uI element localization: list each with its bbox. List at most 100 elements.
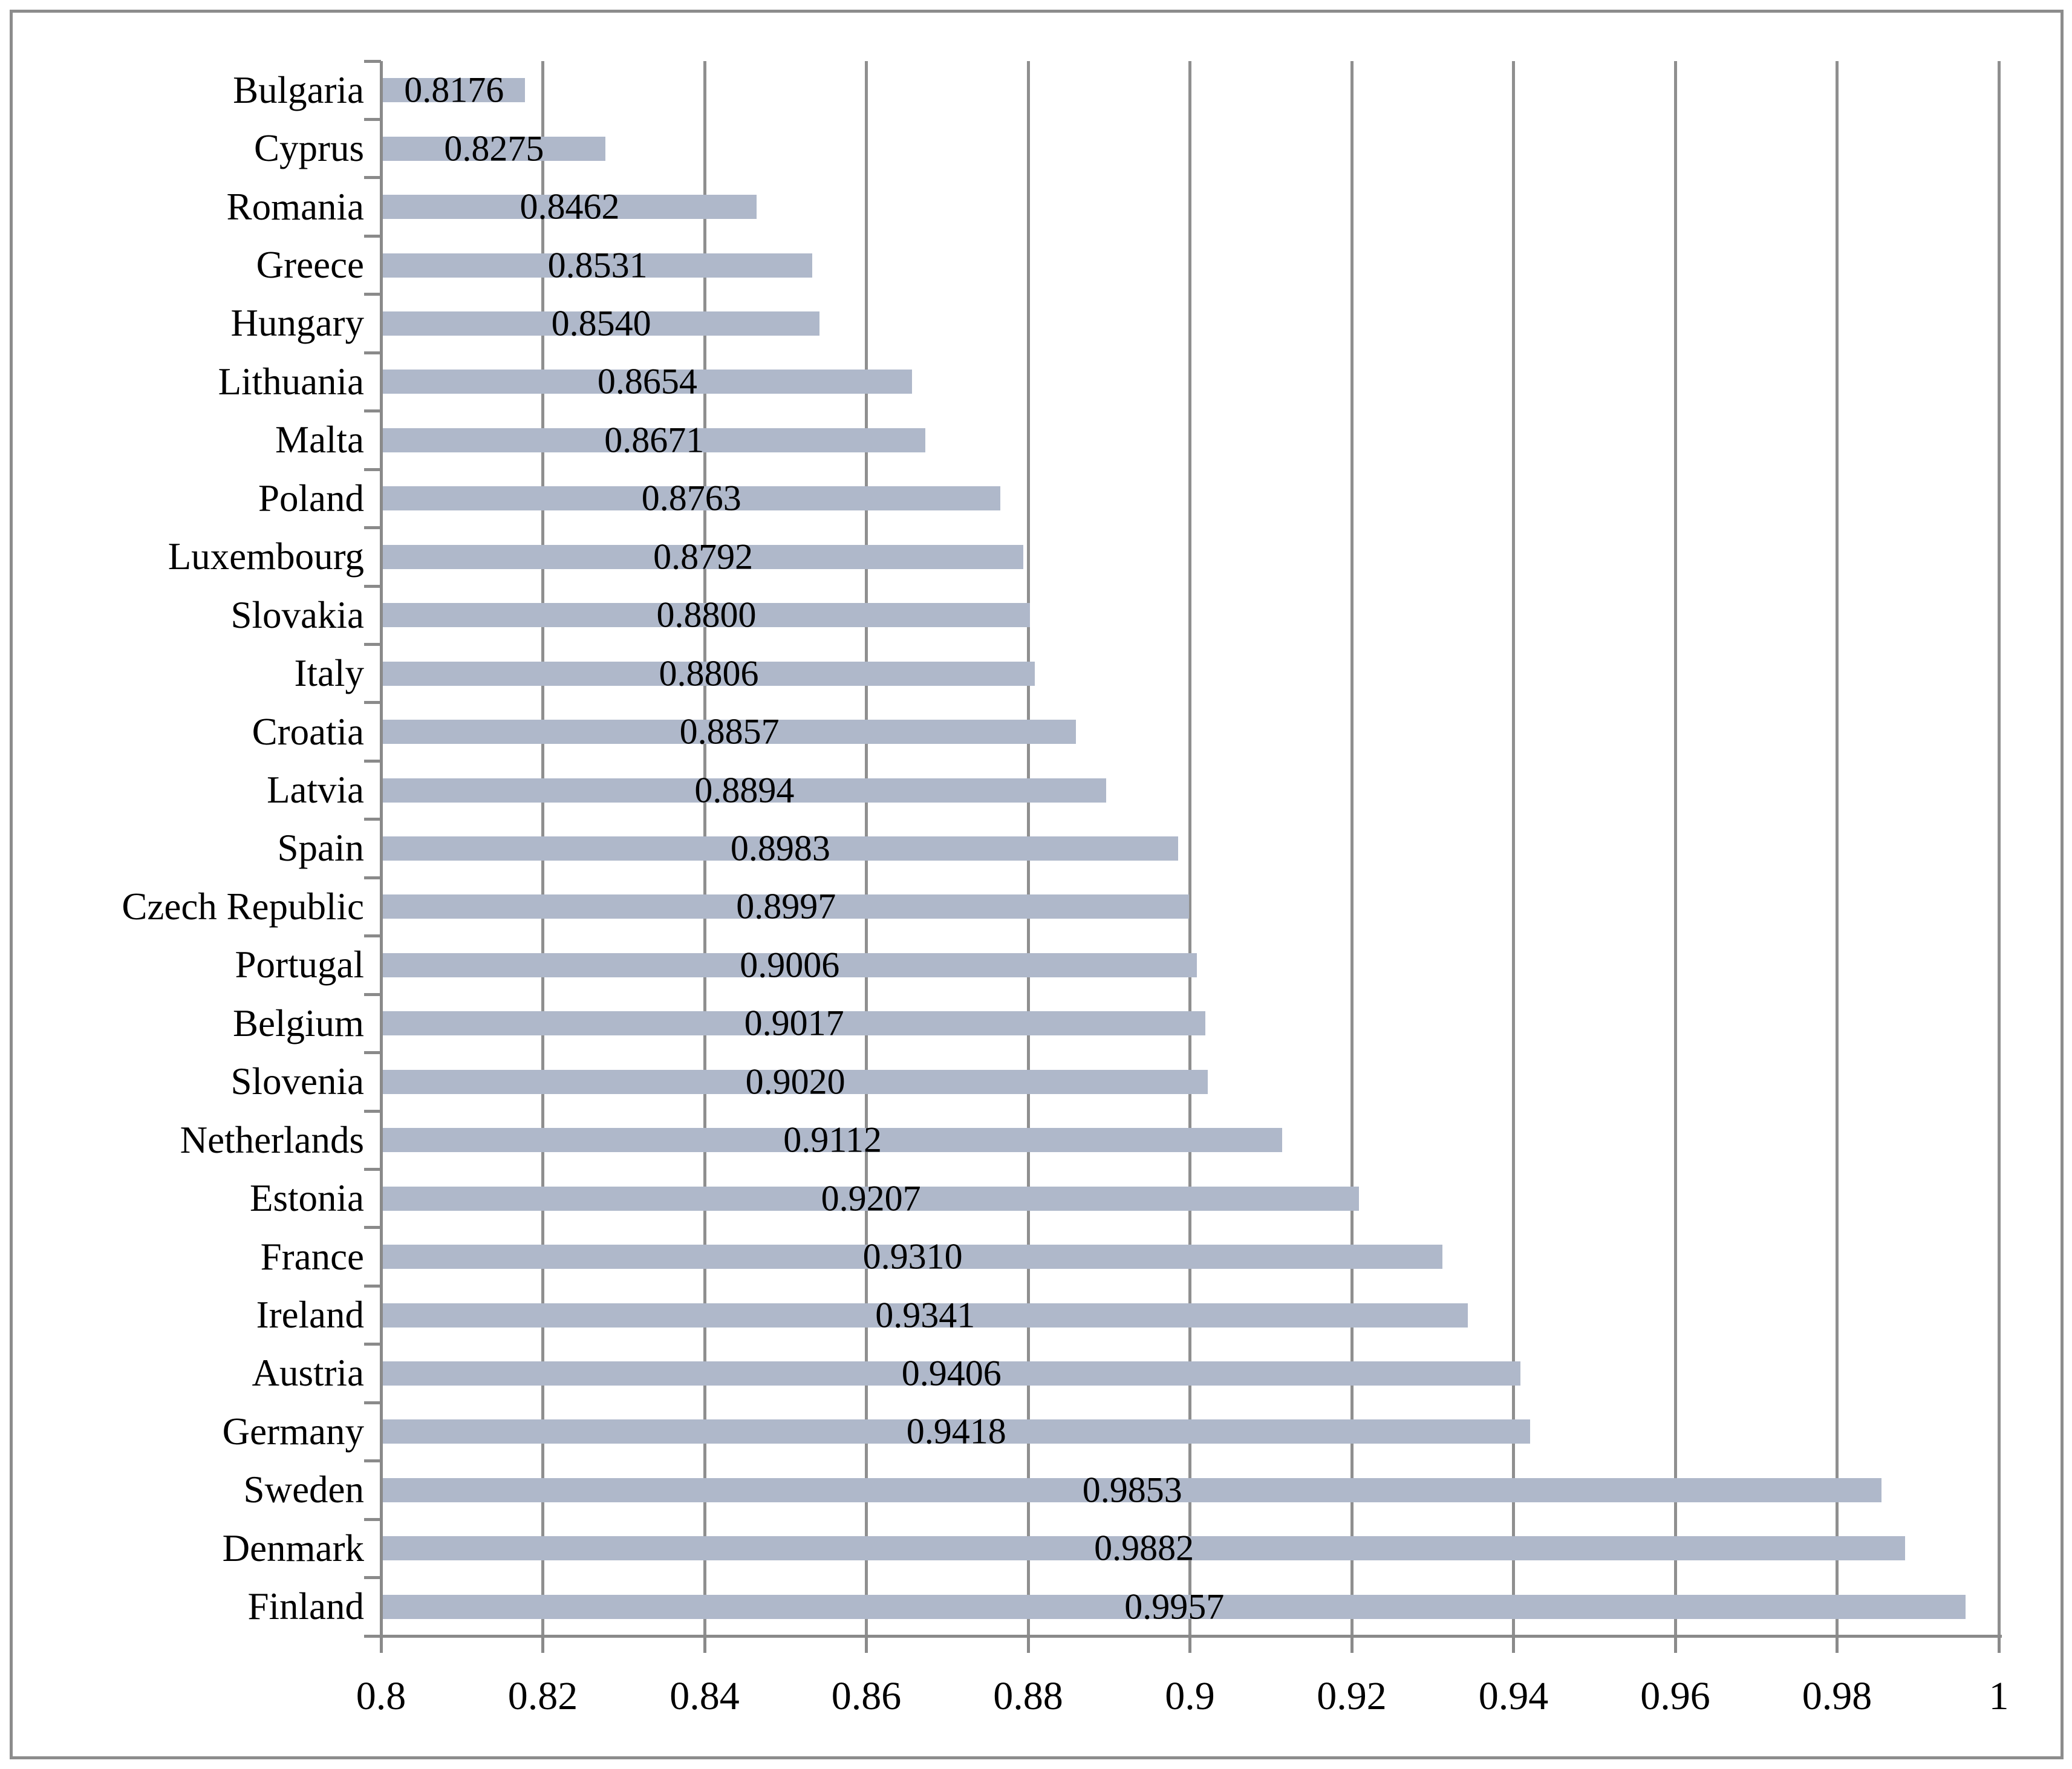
- category-label: Portugal: [235, 943, 365, 986]
- x-axis-tick: [1188, 1636, 1191, 1653]
- y-axis-tick: [364, 1109, 381, 1113]
- x-axis-tick: [865, 1636, 868, 1653]
- bar-value-label: 0.9853: [1082, 1470, 1182, 1510]
- y-axis-tick: [364, 934, 381, 938]
- y-axis-tick: [364, 59, 381, 63]
- figure-outer-border: [10, 10, 2064, 1759]
- y-axis-tick: [364, 526, 381, 530]
- bar-value-label: 0.8671: [604, 420, 705, 460]
- bar-value-label: 0.8176: [404, 70, 504, 110]
- category-label: Cyprus: [253, 127, 364, 170]
- y-axis-tick: [364, 1459, 381, 1463]
- category-label: Malta: [275, 419, 364, 461]
- x-axis-tick: [1026, 1636, 1030, 1653]
- x-axis-tick: [541, 1636, 544, 1653]
- x-axis-tick: [1673, 1636, 1677, 1653]
- bar: [383, 1477, 1882, 1502]
- y-axis-tick: [364, 1343, 381, 1346]
- x-axis-tick: [1512, 1636, 1515, 1653]
- x-tick-label: 1: [1989, 1674, 2009, 1718]
- bar-value-label: 0.8983: [730, 828, 830, 868]
- bar: [383, 603, 1030, 628]
- category-label: Poland: [258, 477, 364, 520]
- x-tick-label: 0.9: [1165, 1674, 1215, 1718]
- category-label: Luxembourg: [168, 535, 364, 578]
- x-axis-tick: [1997, 1636, 2001, 1653]
- y-axis-tick: [364, 117, 381, 121]
- y-axis-tick: [364, 642, 381, 646]
- x-gridline: [1673, 61, 1677, 1636]
- category-label: Denmark: [222, 1526, 364, 1569]
- bar-value-label: 0.9310: [862, 1236, 963, 1277]
- y-axis-line: [379, 61, 383, 1636]
- bar-value-label: 0.8531: [547, 245, 648, 285]
- bar-value-label: 0.9341: [875, 1295, 976, 1335]
- y-axis-tick: [364, 234, 381, 238]
- bar: [383, 1536, 1906, 1561]
- x-tick-label: 0.92: [1317, 1674, 1387, 1718]
- x-axis-tick: [379, 1636, 383, 1653]
- x-tick-label: 0.88: [993, 1674, 1063, 1718]
- bar: [383, 661, 1035, 686]
- bar-value-label: 0.8857: [679, 711, 780, 752]
- category-label: Netherlands: [180, 1118, 364, 1161]
- y-axis-tick: [364, 1576, 381, 1580]
- bar: [383, 1186, 1360, 1211]
- bar: [383, 1303, 1468, 1328]
- bar-value-label: 0.9207: [821, 1178, 921, 1219]
- bar-value-label: 0.8540: [551, 303, 651, 344]
- category-label: Finland: [247, 1585, 364, 1628]
- y-axis-tick: [364, 1167, 381, 1171]
- x-axis-tick: [703, 1636, 706, 1653]
- bar-value-label: 0.9112: [783, 1119, 882, 1160]
- category-label: Bulgaria: [233, 68, 364, 111]
- category-label: Belgium: [233, 1002, 364, 1044]
- bar: [383, 311, 820, 336]
- x-tick-label: 0.98: [1802, 1674, 1872, 1718]
- y-axis-tick: [364, 409, 381, 413]
- category-label: Romania: [226, 185, 364, 228]
- bar-value-label: 0.8654: [597, 361, 697, 402]
- y-axis-tick: [364, 1284, 381, 1288]
- bar-value-label: 0.8763: [641, 478, 741, 518]
- bar: [383, 720, 1077, 744]
- x-tick-label: 0.86: [831, 1674, 902, 1718]
- bar: [383, 1128, 1283, 1153]
- bar: [383, 544, 1024, 569]
- x-axis-line: [364, 1634, 2002, 1638]
- x-gridline: [1188, 61, 1191, 1636]
- bar-value-label: 0.8997: [736, 886, 836, 927]
- category-label: Estonia: [250, 1177, 364, 1220]
- bar-value-label: 0.8806: [659, 653, 759, 694]
- y-axis-tick: [364, 701, 381, 705]
- bar: [383, 894, 1190, 919]
- y-axis-tick: [364, 351, 381, 354]
- x-gridline: [1512, 61, 1515, 1636]
- bar-value-label: 0.9406: [901, 1353, 1002, 1393]
- bar-value-label: 0.8894: [694, 770, 795, 810]
- category-label: Hungary: [230, 302, 364, 345]
- bar-value-label: 0.9882: [1094, 1528, 1194, 1568]
- bar: [383, 370, 912, 394]
- bar: [383, 1011, 1206, 1036]
- category-label: Slovenia: [230, 1060, 364, 1103]
- bar-value-label: 0.8462: [520, 186, 620, 227]
- x-gridline: [1997, 61, 2001, 1636]
- category-label: France: [260, 1235, 364, 1278]
- y-axis-tick: [364, 1226, 381, 1230]
- bar: [383, 1361, 1520, 1386]
- y-axis-tick: [364, 759, 381, 763]
- y-axis-tick: [364, 876, 381, 879]
- x-gridline: [1350, 61, 1354, 1636]
- bar: [383, 195, 757, 220]
- x-axis-tick: [1836, 1636, 1839, 1653]
- bar: [383, 1594, 1966, 1619]
- bar-value-label: 0.9020: [745, 1061, 845, 1102]
- bar: [383, 1419, 1530, 1444]
- bar: [383, 1069, 1208, 1094]
- bar: [383, 486, 1000, 511]
- x-axis-tick: [1350, 1636, 1354, 1653]
- bar: [383, 836, 1178, 861]
- bar-value-label: 0.9418: [906, 1411, 1006, 1451]
- category-label: Czech Republic: [122, 885, 364, 928]
